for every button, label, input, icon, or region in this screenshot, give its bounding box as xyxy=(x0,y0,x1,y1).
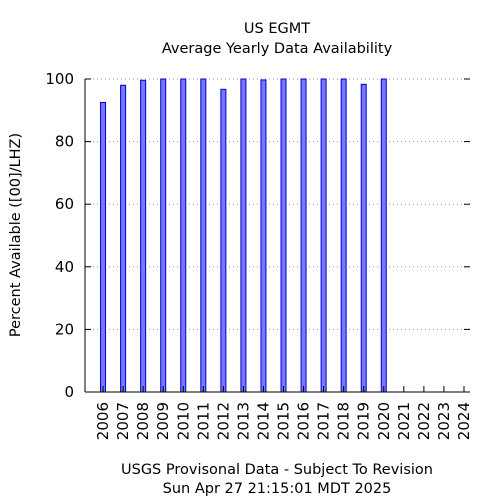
footer-disclaimer: USGS Provisonal Data - Subject To Revisi… xyxy=(121,462,433,478)
bar-2017 xyxy=(320,78,327,393)
footer-timestamp: Sun Apr 27 21:15:01 MDT 2025 xyxy=(163,481,392,497)
x-tick-label: 2013 xyxy=(234,402,252,440)
x-tick-label: 2009 xyxy=(154,402,172,440)
bar-2007 xyxy=(120,84,127,393)
bar-2010 xyxy=(180,78,187,393)
x-tick-label: 2006 xyxy=(94,402,112,440)
bars xyxy=(100,78,387,393)
bar-2014 xyxy=(260,79,267,393)
bar-2011 xyxy=(200,78,207,393)
axes xyxy=(84,79,470,393)
bar-2013 xyxy=(240,78,247,393)
bar-2012 xyxy=(220,88,227,393)
x-tick-label: 2011 xyxy=(194,402,212,440)
x-tick-label: 2020 xyxy=(375,402,393,440)
x-tick-label: 2014 xyxy=(254,402,272,440)
x-tick-label: 2022 xyxy=(415,402,433,440)
bar-2008 xyxy=(140,79,147,393)
y-tick-label: 0 xyxy=(64,383,74,401)
x-tick-label: 2023 xyxy=(435,402,453,440)
bar-2019 xyxy=(360,83,367,393)
x-tick-label: 2019 xyxy=(355,402,373,440)
y-axis-label: Percent Available ([00]/LHZ) xyxy=(8,133,24,337)
x-tick-labels: 2006 2007 2008 2009 2010 2011 2012 2013 2014 2015… xyxy=(94,386,473,440)
x-tick-label: 2021 xyxy=(395,402,413,440)
bar-2009 xyxy=(160,78,167,393)
x-tick-label: 2018 xyxy=(335,402,353,440)
x-tick-label: 2007 xyxy=(114,402,132,440)
bar-2015 xyxy=(280,78,287,393)
x-tick-label: 2024 xyxy=(455,402,473,440)
x-tick-label: 2017 xyxy=(315,402,333,440)
x-tick-label: 2010 xyxy=(174,402,192,440)
x-tick-label: 2016 xyxy=(295,402,313,440)
y-tick-label: 80 xyxy=(55,133,74,151)
bar-2006 xyxy=(100,101,107,393)
grid-lines xyxy=(85,78,470,330)
y-tick-label: 100 xyxy=(45,70,74,88)
chart-title: US EGMT xyxy=(244,21,310,37)
bar-2020 xyxy=(380,78,387,393)
y-tick-labels: 0 20 40 60 80 100 xyxy=(45,70,470,401)
x-tick-label: 2015 xyxy=(275,402,293,440)
bar-2016 xyxy=(300,78,307,393)
chart-subtitle: Average Yearly Data Availability xyxy=(162,41,393,57)
bar-2018 xyxy=(340,78,347,393)
x-tick-label: 2008 xyxy=(134,402,152,440)
y-tick-label: 20 xyxy=(55,320,74,338)
y-tick-label: 60 xyxy=(55,195,74,213)
y-tick-label: 40 xyxy=(55,258,74,276)
x-tick-label: 2012 xyxy=(214,402,232,440)
